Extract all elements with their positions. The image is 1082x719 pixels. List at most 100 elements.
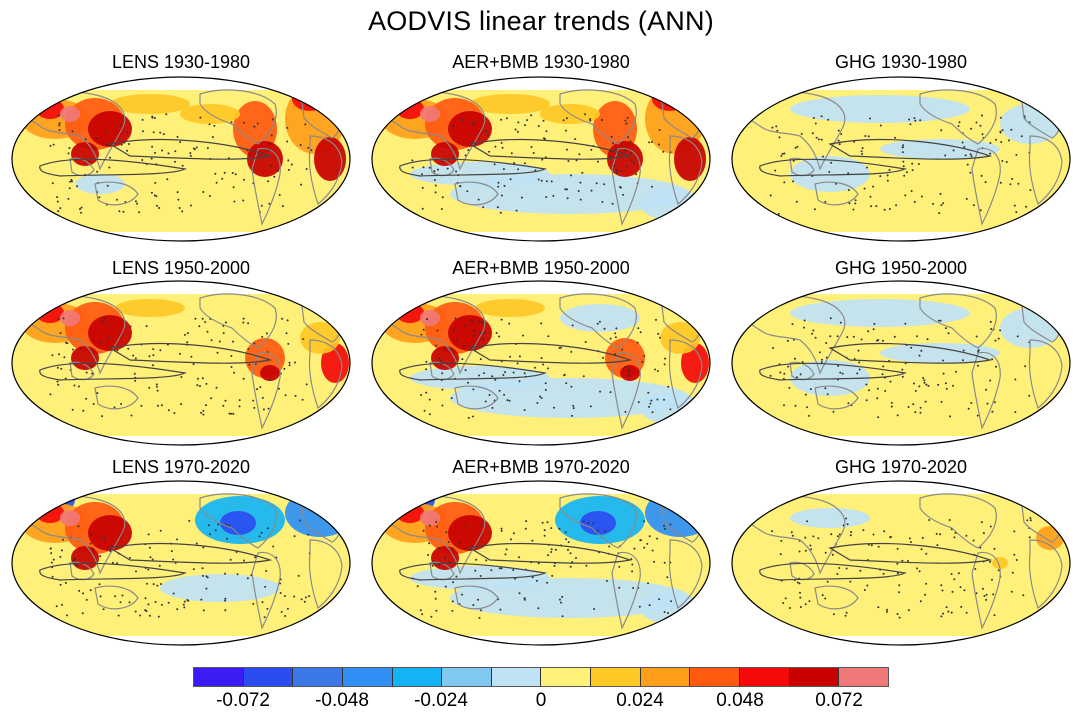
stipple-dot	[500, 567, 503, 570]
stipple-dot	[155, 385, 158, 388]
stipple-dot	[569, 565, 572, 568]
stipple-dot	[537, 562, 540, 565]
stipple-dot	[128, 601, 131, 604]
stipple-dot	[940, 129, 943, 132]
stipple-dot	[307, 533, 310, 536]
stipple-dot	[174, 160, 176, 163]
stipple-dot	[1016, 335, 1019, 338]
colorbar-swatch	[839, 668, 888, 686]
stipple-dot	[882, 365, 885, 368]
stipple-dot	[850, 531, 853, 533]
stipple-dot	[120, 403, 123, 405]
stipple-dot	[479, 609, 482, 612]
stipple-dot	[989, 379, 992, 382]
stipple-dot	[512, 371, 515, 374]
coastline	[668, 339, 703, 410]
stipple-dot	[167, 152, 170, 155]
stipple-dot	[231, 172, 234, 174]
stipple-dot	[991, 578, 993, 581]
stipple-dot	[60, 367, 63, 370]
stipple-dot	[913, 201, 916, 203]
stipple-dot	[909, 123, 912, 126]
stipple-dot	[940, 615, 943, 618]
stipple-dot	[854, 199, 857, 202]
stipple-dot	[201, 567, 204, 570]
stipple-dot	[440, 208, 443, 210]
stipple-dot	[134, 200, 137, 203]
stipple-dot	[993, 547, 996, 550]
stipple-dot	[497, 181, 500, 184]
stipple-dot	[305, 383, 308, 386]
stipple-dot	[510, 538, 512, 541]
stipple-dot	[202, 409, 205, 412]
stipple-dot	[500, 141, 503, 144]
stipple-dot	[961, 359, 964, 362]
coastline	[199, 493, 277, 549]
stipple-dot	[919, 119, 922, 122]
stipple-dot	[844, 614, 847, 617]
stipple-dot	[963, 589, 966, 592]
stipple-dot	[578, 153, 581, 156]
coastline	[668, 135, 703, 206]
stipple-dot	[268, 202, 271, 205]
stipple-dot	[293, 595, 296, 598]
stipple-dot	[253, 125, 256, 128]
stipple-dot	[898, 584, 901, 587]
stipple-dot	[651, 549, 654, 552]
map-aer-1930	[371, 76, 711, 242]
stipple-dot	[858, 368, 861, 371]
stipple-dot	[870, 544, 873, 547]
stipple-dot	[602, 356, 604, 359]
stipple-dot	[120, 143, 123, 146]
stipple-dot	[806, 406, 809, 409]
trend-region	[470, 94, 550, 114]
stipple-dot	[888, 208, 891, 210]
stipple-dot	[937, 319, 940, 322]
climatology-contour	[399, 158, 548, 177]
stipple-dot	[877, 606, 880, 609]
coastline	[611, 351, 641, 430]
stipple-dot	[478, 524, 481, 526]
stipple-dot	[512, 569, 515, 571]
stipple-dot	[903, 174, 906, 177]
stipple-dot	[572, 404, 575, 407]
climatology-contour	[828, 542, 993, 564]
stipple-dot	[650, 399, 653, 402]
stipple-dot	[421, 613, 424, 616]
trend-region	[110, 94, 190, 114]
stipple-dot	[596, 322, 599, 325]
stipple-dot	[477, 198, 480, 201]
stipple-dot	[670, 600, 673, 603]
coastline	[814, 181, 859, 206]
stipple-dot	[491, 375, 494, 378]
stipple-dot	[976, 414, 979, 417]
stipple-dot	[470, 319, 473, 322]
coastline	[789, 561, 815, 581]
stipple-dot	[208, 123, 211, 126]
stipple-dot	[869, 117, 871, 120]
stipple-dot	[631, 570, 634, 573]
coastline	[454, 181, 499, 206]
stipple-dot	[616, 169, 619, 172]
stipple-dot	[589, 405, 592, 408]
stipple-dot	[948, 519, 951, 521]
stipple-dot	[467, 149, 470, 151]
stipple-dot	[176, 608, 179, 611]
stipple-dot	[503, 393, 506, 396]
stipple-dot	[232, 186, 235, 189]
stipple-dot	[523, 372, 526, 375]
stipple-dot	[68, 187, 71, 190]
colorbar-swatch	[740, 668, 790, 686]
map-aer-1950	[371, 280, 711, 446]
stipple-dot	[895, 204, 898, 207]
stipple-dot	[172, 592, 175, 595]
stipple-dot	[1011, 571, 1014, 574]
stipple-dot	[815, 136, 818, 139]
stipple-dot	[812, 535, 815, 538]
stipple-dot	[90, 533, 93, 536]
stipple-dot	[648, 535, 651, 538]
stipple-dot	[999, 116, 1002, 119]
stipple-dot	[436, 329, 439, 332]
stipple-dot	[882, 572, 885, 575]
climatology-contour	[399, 562, 548, 581]
